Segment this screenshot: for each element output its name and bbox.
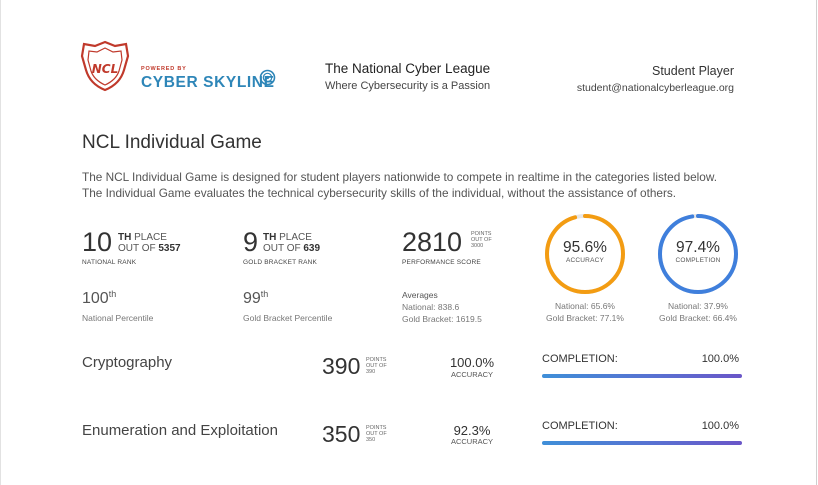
category-total: 350 (366, 437, 376, 443)
category-accuracy-label: ACCURACY (450, 370, 494, 379)
category-completion-label: COMPLETION: (542, 420, 618, 432)
player-email[interactable]: student@nationalcyberleague.org (576, 82, 734, 94)
category-out-of: OUT OF (366, 363, 387, 369)
performance-score-label: PERFORMANCE SCORE (402, 259, 481, 266)
category-name-enumeration: Enumeration and Exploitation (82, 422, 278, 439)
completion-gold: Gold Bracket: 66.4% (659, 313, 737, 323)
category-accuracy: 92.3% (453, 423, 491, 438)
accuracy-gold: Gold Bracket: 77.1% (546, 313, 624, 323)
category-completion-bar (542, 441, 742, 445)
player-name: Student Player (652, 64, 734, 78)
performance-points-label: POINTS (471, 231, 492, 237)
national-rank-place-word: PLACE (134, 232, 167, 243)
category-accuracy: 100.0% (449, 355, 495, 370)
category-name-cryptography: Cryptography (82, 354, 173, 371)
category-total: 390 (366, 369, 376, 375)
gold-rank-suffix: TH (263, 232, 277, 243)
national-rank-value: 10 (82, 227, 113, 257)
gold-rank-label: GOLD BRACKET RANK (243, 259, 318, 266)
national-rank: 10 (82, 229, 112, 256)
completion-ring (658, 214, 738, 294)
category-completion-label: COMPLETION: (542, 353, 618, 365)
category-accuracy-label: ACCURACY (450, 437, 494, 446)
national-percentile-label: National Percentile (82, 313, 154, 323)
averages-title: Averages (402, 290, 438, 300)
accuracy-ring-arc (545, 214, 625, 294)
category-points-label: POINTS (366, 425, 387, 431)
category-points-label: POINTS (366, 357, 387, 363)
completion-ring-arc (658, 214, 738, 294)
league-tagline: Where Cybersecurity is a Passion (325, 80, 491, 92)
gold-percentile-suffix: th (260, 289, 269, 299)
accuracy-averages: National: 65.6% Gold Bracket: 77.1% (530, 300, 640, 324)
game-description: The NCL Individual Game is designed for … (82, 169, 717, 201)
performance-score: 2810 (402, 229, 462, 256)
performance-points-block: POINTS OUT OF 3000 (471, 231, 492, 249)
national-percentile-suffix: th (108, 289, 117, 299)
description-line-2: The Individual Game evaluates the techni… (82, 186, 677, 200)
skyline-swirl-icon (259, 69, 276, 86)
performance-out-of: OUT OF (471, 237, 492, 243)
averages-national: National: 838.6 (402, 302, 460, 312)
description-line-1: The NCL Individual Game is designed for … (82, 170, 717, 184)
performance-score-value: 2810 (402, 227, 463, 257)
gold-rank-place: TH PLACE OUT OF 639 (263, 232, 320, 254)
category-completion-value: 100.0% (701, 353, 739, 365)
game-title: NCL Individual Game (82, 132, 262, 153)
national-percentile-value: 100 (82, 290, 109, 307)
gold-rank-place-word: PLACE (279, 232, 312, 243)
category-points: 390 (322, 353, 361, 379)
national-rank-total: 5357 (158, 243, 181, 254)
averages-gold: Gold Bracket: 1619.5 (402, 314, 482, 324)
completion-averages: National: 37.9% Gold Bracket: 66.4% (643, 300, 753, 324)
completion-national: National: 37.9% (667, 301, 728, 311)
category-completion-value: 100.0% (701, 420, 739, 432)
gold-rank: 9 (243, 229, 258, 256)
national-rank-suffix: TH (118, 232, 132, 243)
national-percentile: 100th (82, 289, 117, 308)
powered-by-label: POWERED BY (141, 66, 187, 72)
logo-text: NCL (92, 62, 119, 76)
accuracy-national: National: 65.6% (554, 301, 615, 311)
national-rank-place: TH PLACE OUT OF 5357 (118, 232, 181, 254)
national-rank-out-of: OUT OF (118, 243, 156, 254)
gold-percentile: 99th (243, 289, 269, 308)
completion-label: COMPLETION (675, 257, 721, 264)
category-completion-bar (542, 374, 742, 378)
accuracy-ring-text: 95.6% ACCURACY (545, 239, 625, 264)
national-rank-label: NATIONAL RANK (82, 259, 137, 266)
league-title: The National Cyber League (325, 61, 491, 76)
gold-percentile-value: 99 (243, 290, 261, 307)
accuracy-value: 95.6% (563, 239, 607, 256)
completion-value: 97.4% (676, 239, 720, 256)
category-points-block: POINTS OUT OF 390 (366, 357, 387, 375)
category-points: 350 (322, 421, 361, 447)
gold-rank-total: 639 (303, 243, 321, 254)
ncl-logo-icon: NCL (80, 40, 130, 92)
category-points-block: POINTS OUT OF 350 (366, 425, 387, 443)
accuracy-ring (545, 214, 625, 294)
completion-ring-text: 97.4% COMPLETION (658, 239, 738, 264)
performance-total: 3000 (471, 243, 484, 249)
gold-rank-value: 9 (243, 227, 259, 257)
accuracy-label: ACCURACY (565, 257, 605, 264)
category-out-of: OUT OF (366, 431, 387, 437)
cyber-skyline-brand: CYBER SKYLINE (141, 74, 275, 91)
gold-percentile-label: Gold Bracket Percentile (243, 313, 333, 323)
gold-rank-out-of: OUT OF (263, 243, 301, 254)
